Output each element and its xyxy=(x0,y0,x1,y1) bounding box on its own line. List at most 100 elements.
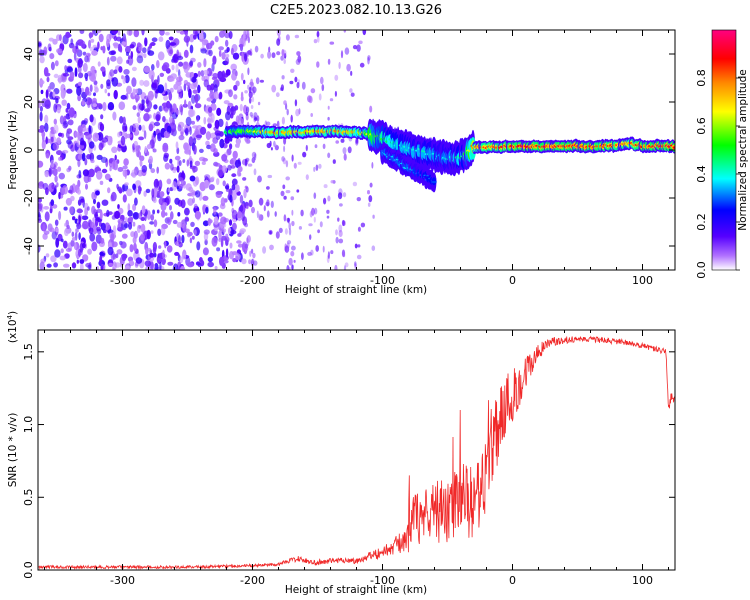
spectrogram-noise-blob xyxy=(215,78,220,85)
spectrogram-noise-blob xyxy=(135,145,141,152)
spectrogram-noise-blob xyxy=(161,210,166,218)
spectrogram-noise-blob xyxy=(99,251,104,256)
spectrogram-noise-blob xyxy=(327,105,330,110)
spectrogram-noise-blob xyxy=(167,188,171,193)
spectrogram-noise-blob xyxy=(293,162,297,169)
spectrogram-noise-blob xyxy=(191,235,195,240)
spectrogram-noise-blob xyxy=(206,42,213,50)
spectrogram-noise-blob xyxy=(335,229,338,236)
spectrogram-noise-blob xyxy=(76,149,83,155)
spectrogram-noise-blob xyxy=(305,144,308,152)
spectrogram-noise-blob xyxy=(321,84,325,92)
spectrogram-noise-blob xyxy=(132,212,140,220)
spectrogram-noise-blob xyxy=(49,227,55,233)
spectrogram-noise-blob xyxy=(172,219,178,225)
spectrogram-noise-blob xyxy=(132,105,137,111)
spectrogram-noise-blob xyxy=(227,164,232,171)
spectrogram-noise-blob xyxy=(106,209,110,217)
spectrogram-noise-blob xyxy=(211,236,218,247)
snr-x-tick-label: -200 xyxy=(240,574,265,587)
spectrogram-noise-blob xyxy=(173,103,177,114)
spectrogram-noise-blob xyxy=(124,132,128,140)
spectrogram-noise-blob xyxy=(283,53,287,59)
spectrogram-noise-blob xyxy=(166,245,173,253)
spectrogram-noise-blob xyxy=(242,34,246,44)
spectrogram-noise-blob xyxy=(138,46,143,52)
spectrogram-noise-blob xyxy=(281,49,287,57)
spectrogram-noise-blob xyxy=(283,58,287,65)
spectrogram-noise-blob xyxy=(356,254,362,260)
spectrogram-noise-blob xyxy=(68,42,75,49)
spectrogram-noise-blob xyxy=(142,47,147,54)
spectrogram-noise-blob xyxy=(77,159,81,168)
spectrogram-noise-blob xyxy=(210,83,215,91)
snr-y-tick-label: 0.5 xyxy=(22,489,35,507)
spectrogram-noise-blob xyxy=(235,80,240,87)
spectrogram-noise-blob xyxy=(211,176,215,181)
spectrogram-noise-blob xyxy=(147,90,154,101)
spectrogram-noise-blob xyxy=(371,245,376,251)
spectrogram-noise-blob xyxy=(203,116,207,125)
spectrogram-noise-blob xyxy=(316,30,320,38)
spectrogram-noise-blob xyxy=(169,87,174,93)
spectrogram-noise-blob xyxy=(169,107,173,117)
spectrogram-noise-blob xyxy=(220,238,224,248)
spectrogram-noise-blob xyxy=(78,144,85,150)
spectrogram-noise-blob xyxy=(47,43,52,51)
spectrogram-noise-blob xyxy=(162,145,169,153)
spectrogram-noise-blob xyxy=(338,224,343,233)
spectrogram-noise-blob xyxy=(298,108,301,115)
spectrogram-noise-blob xyxy=(244,158,248,167)
spectrogram-noise-blob xyxy=(343,30,346,33)
spectrogram-noise-blob xyxy=(327,152,331,159)
spectrogram-noise-blob xyxy=(78,170,82,179)
spectrogram-noise-blob xyxy=(104,173,111,180)
spectrogram-noise-blob xyxy=(185,116,192,127)
spectrogram-noise-blob xyxy=(137,185,142,195)
spectrogram-noise-blob xyxy=(127,203,131,212)
spectrogram-noise-blob xyxy=(78,215,81,225)
spectrogram-noise-blob xyxy=(162,249,165,260)
spectrogram-noise-blob xyxy=(123,69,130,75)
spectrogram-noise-blob xyxy=(334,264,338,270)
spectrogram-noise-blob xyxy=(144,260,152,267)
snr-xlabel: Height of straight line (km) xyxy=(285,584,427,596)
spectrogram-noise-blob xyxy=(230,229,237,235)
spectrogram-noise-blob xyxy=(118,220,121,230)
spectrogram-noise-blob xyxy=(62,185,68,195)
spectrogram-noise-blob xyxy=(122,76,127,84)
spectrogram-noise-blob xyxy=(87,91,92,96)
snr-x-tick-label: -300 xyxy=(110,574,135,587)
spectrogram-noise-blob xyxy=(101,168,108,174)
spectrogram-noise-blob xyxy=(45,153,50,159)
spectrogram-noise-blob xyxy=(109,166,112,172)
spectrogram-noise-blob xyxy=(115,253,119,259)
spectrogram-noise-blob xyxy=(207,122,212,129)
spectrogram-noise-blob xyxy=(113,69,118,74)
spectrogram-noise-blob xyxy=(94,84,98,90)
spectrogram-noise-blob xyxy=(159,191,165,198)
spectrogram-noise-blob xyxy=(110,55,117,62)
spectrogram-noise-blob xyxy=(368,195,373,203)
spectrogram-noise-blob xyxy=(99,123,105,132)
spectrogram-noise-blob xyxy=(274,211,277,217)
spectrogram-noise-blob xyxy=(82,169,90,177)
spectrogram-noise-blob xyxy=(248,199,253,208)
spectrogram-noise-blob xyxy=(246,106,250,114)
spectrogram-noise-blob xyxy=(291,220,295,227)
spectrogram-noise-blob xyxy=(282,184,286,190)
spectrogram-noise-blob xyxy=(62,120,69,128)
spectrogram-noise-blob xyxy=(49,208,53,214)
spectrogram-noise-blob xyxy=(213,216,219,225)
spectrogram-noise-blob xyxy=(107,229,114,234)
spectrogram-noise-blob xyxy=(238,43,244,48)
spectrogram-noise-blob xyxy=(52,168,58,177)
spectrogram-noise-blob xyxy=(194,229,197,236)
spectrogram-noise-blob xyxy=(171,181,178,191)
spectrogram-noise-blob xyxy=(195,134,203,139)
spectrogram-noise-blob xyxy=(244,37,249,42)
spectrogram-noise-blob xyxy=(329,41,335,45)
spectrogram-noise-blob xyxy=(200,70,205,77)
spectrogram-noise-blob xyxy=(170,73,177,80)
